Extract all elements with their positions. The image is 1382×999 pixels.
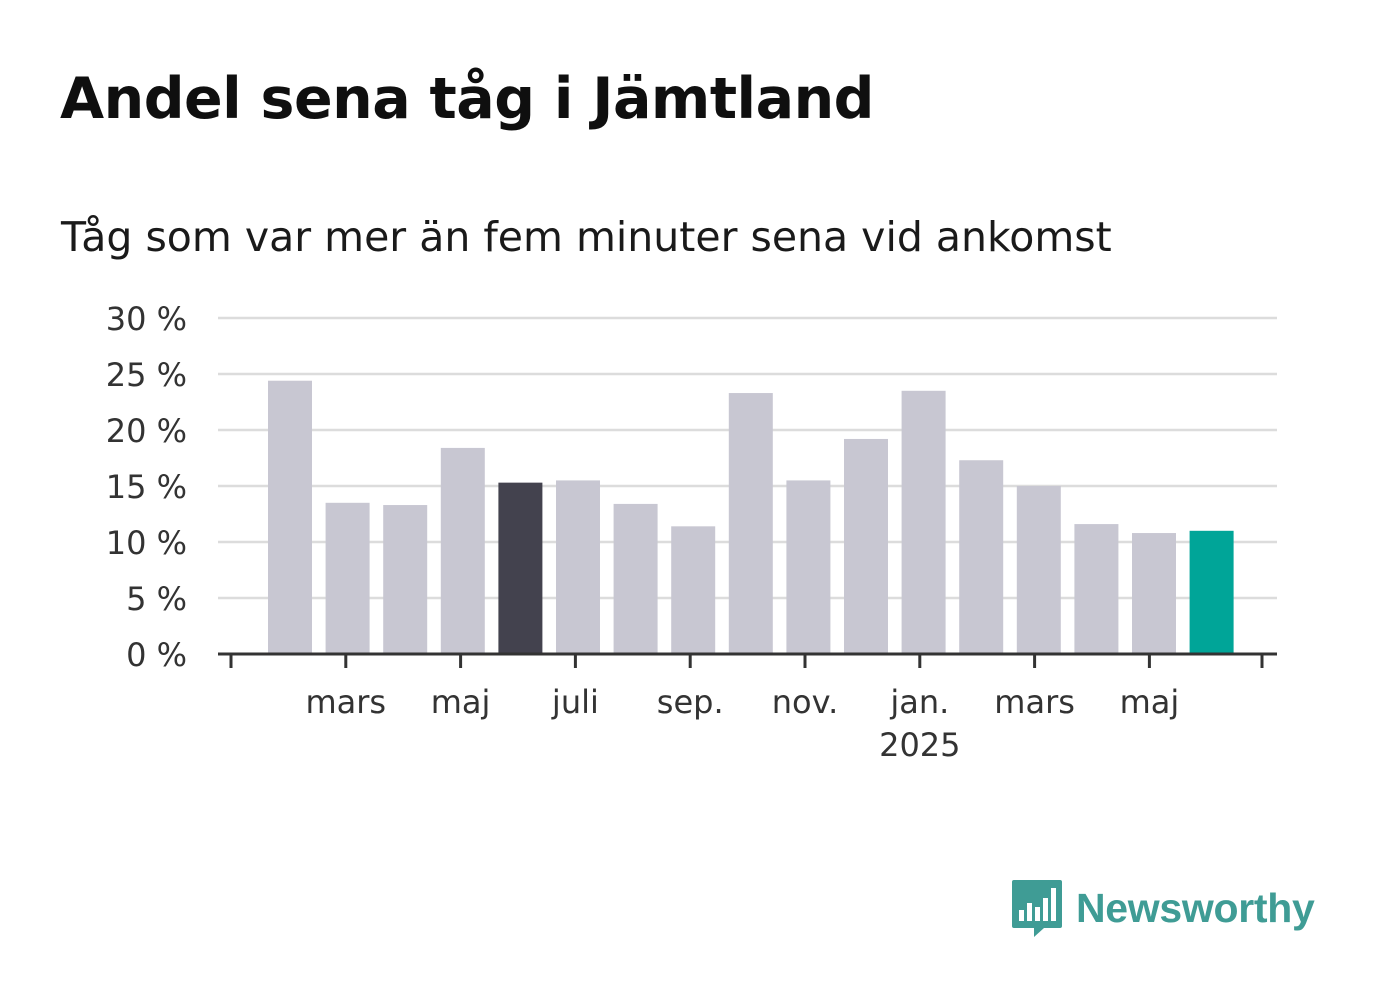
x-axis-labels: mars maj juli sep. nov. jan. 2025 mars maj bbox=[305, 683, 1179, 764]
bar-2025-01 bbox=[901, 390, 946, 654]
x-tick-label: maj bbox=[431, 683, 491, 721]
y-tick-label: 20 % bbox=[106, 412, 187, 450]
x-tick-label: mars bbox=[305, 683, 386, 721]
bar-2025-04 bbox=[1074, 524, 1119, 654]
y-tick-label: 10 % bbox=[106, 524, 187, 562]
y-tick-label: 30 % bbox=[106, 300, 187, 338]
bar-2025-03 bbox=[1016, 486, 1061, 654]
bar-2025-06 bbox=[1189, 530, 1234, 654]
y-tick-label: 0 % bbox=[126, 636, 187, 674]
brand-name: Newsworthy bbox=[1076, 884, 1315, 931]
x-tick-label: juli bbox=[551, 683, 599, 721]
bar-2024-11 bbox=[786, 480, 831, 654]
x-tick-label: jan. bbox=[889, 683, 949, 721]
bar-2025-05 bbox=[1132, 533, 1176, 654]
bar-2024-08 bbox=[613, 503, 658, 654]
y-tick-label: 25 % bbox=[106, 356, 187, 394]
bar-2024-05 bbox=[440, 447, 485, 654]
bar-2024-09 bbox=[671, 526, 716, 654]
x-tick-year-label: 2025 bbox=[879, 726, 960, 764]
x-axis bbox=[218, 652, 1277, 668]
bar-2024-02 bbox=[268, 380, 312, 654]
bar-2024-06 bbox=[498, 482, 543, 654]
y-tick-label: 5 % bbox=[126, 580, 187, 618]
chart-subtitle: Tåg som var mer än fem minuter sena vid … bbox=[61, 213, 1112, 261]
chart-title: Andel sena tåg i Jämtland bbox=[60, 66, 874, 132]
bar-2024-07 bbox=[556, 480, 600, 654]
bar-2024-12 bbox=[844, 438, 888, 654]
bars bbox=[268, 380, 1234, 654]
bar-2024-04 bbox=[383, 505, 428, 654]
y-axis-labels: 0 % 5 % 10 % 15 % 20 % 25 % 30 % bbox=[106, 300, 187, 674]
brand-logo: Newsworthy bbox=[1010, 878, 1315, 938]
bar-2025-02 bbox=[959, 460, 1004, 654]
newsworthy-bar-chart-bubble-icon bbox=[1012, 880, 1062, 937]
x-tick-label: mars bbox=[994, 683, 1075, 721]
bar-2024-10 bbox=[728, 393, 773, 654]
y-tick-label: 15 % bbox=[106, 468, 187, 506]
x-tick-label: maj bbox=[1120, 683, 1180, 721]
x-tick-label: nov. bbox=[772, 683, 838, 721]
bar-2024-03 bbox=[325, 502, 370, 654]
x-tick-label: sep. bbox=[657, 683, 724, 721]
